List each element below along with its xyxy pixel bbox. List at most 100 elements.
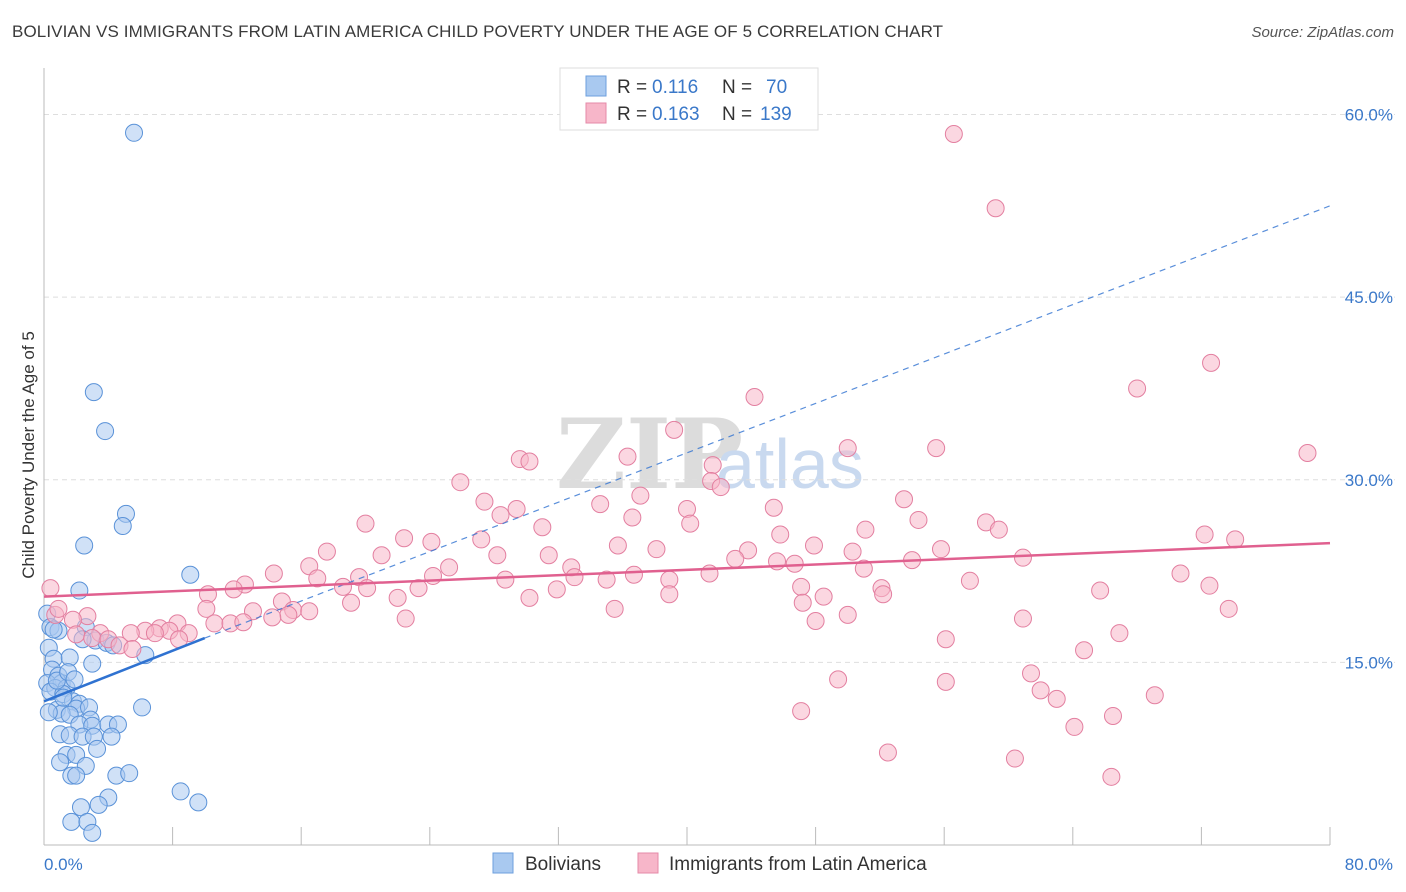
point-immigrants-120 — [936, 630, 955, 649]
point-immigrants-53 — [440, 558, 459, 577]
point-immigrants-126 — [936, 672, 955, 691]
point-immigrants-81 — [520, 588, 539, 607]
point-bolivians-59 — [62, 812, 81, 831]
point-bolivians-61 — [83, 823, 102, 842]
point-bolivians-53 — [120, 764, 139, 783]
point-immigrants-36 — [472, 530, 491, 549]
legend-r-label-2: R = — [617, 104, 647, 125]
point-immigrants-128 — [1145, 686, 1164, 705]
watermark-zip: ZIP — [556, 398, 743, 511]
point-immigrants-4 — [745, 387, 764, 406]
point-immigrants-102 — [63, 610, 82, 629]
point-immigrants-47 — [539, 546, 558, 565]
point-immigrants-10 — [520, 452, 539, 471]
point-immigrants-44 — [317, 542, 336, 561]
point-immigrants-116 — [67, 625, 86, 644]
point-bolivians-55 — [171, 782, 190, 801]
x-tick-label-min: 0.0% — [44, 855, 83, 874]
point-immigrants-42 — [739, 541, 758, 560]
point-immigrants-23 — [491, 506, 510, 525]
point-immigrants-26 — [681, 514, 700, 533]
legend-r-value-2: 0.163 — [652, 104, 700, 125]
point-immigrants-25 — [356, 514, 375, 533]
x-tick-label-max: 80.0% — [1345, 855, 1393, 874]
point-immigrants-80 — [388, 588, 407, 607]
point-bolivians-45 — [102, 727, 121, 746]
point-immigrants-65 — [496, 570, 515, 589]
point-immigrants-83 — [814, 587, 833, 606]
point-immigrants-115 — [1110, 624, 1129, 643]
point-immigrants-122 — [123, 639, 142, 658]
legend-n-value-1: 70 — [766, 77, 787, 98]
point-immigrants-34 — [1226, 530, 1245, 549]
point-immigrants-125 — [829, 670, 848, 689]
legend-r-value-1: 0.116 — [652, 77, 698, 98]
point-immigrants-63 — [1171, 564, 1190, 583]
legend-n-value-2: 139 — [760, 104, 792, 125]
legend-r-label-1: R = — [617, 77, 647, 98]
point-immigrants-104 — [205, 614, 224, 633]
y-tick-label-60: 60.0% — [1345, 106, 1393, 125]
point-immigrants-29 — [533, 518, 552, 537]
bottom-legend-immigrants: Immigrants from Latin America — [669, 854, 927, 875]
point-bolivians-67 — [65, 670, 84, 689]
trend-lines — [43, 205, 1331, 703]
point-immigrants-7 — [927, 439, 946, 458]
point-bolivians-1 — [84, 383, 103, 402]
point-immigrants-124 — [1022, 664, 1041, 683]
point-immigrants-17 — [475, 492, 494, 511]
point-immigrants-38 — [608, 536, 627, 555]
point-immigrants-16 — [631, 486, 650, 505]
point-immigrants-73 — [547, 580, 566, 599]
point-immigrants-45 — [372, 546, 391, 565]
point-immigrants-96 — [838, 605, 857, 624]
point-immigrants-87 — [342, 593, 361, 612]
point-immigrants-33 — [1195, 525, 1214, 544]
point-bolivians-68 — [39, 703, 58, 722]
point-immigrants-15 — [711, 478, 730, 497]
point-immigrants-117 — [83, 629, 102, 648]
point-immigrants-19 — [895, 490, 914, 509]
point-bolivians-6 — [181, 565, 200, 584]
y-tick-label-15: 15.0% — [1345, 653, 1393, 672]
point-immigrants-75 — [792, 577, 811, 596]
legend-swatch-immigrants — [585, 102, 607, 124]
point-bolivians-56 — [89, 795, 108, 814]
tick-labels: 15.0% 30.0% 45.0% 60.0% 0.0% 80.0% — [44, 106, 1393, 874]
point-immigrants-94 — [1219, 599, 1238, 618]
point-immigrants-3 — [1128, 379, 1147, 398]
point-immigrants-95 — [279, 605, 298, 624]
point-bolivians-2 — [96, 422, 115, 441]
point-bolivians-58 — [189, 793, 208, 812]
point-immigrants-5 — [665, 420, 684, 439]
point-immigrants-13 — [451, 473, 470, 492]
source-credit: Source: ZipAtlas.com — [1251, 24, 1394, 41]
point-immigrants-41 — [647, 540, 666, 559]
point-immigrants-92 — [300, 602, 319, 621]
point-immigrants-37 — [422, 532, 441, 551]
point-immigrants-20 — [764, 498, 783, 517]
point-immigrants-48 — [726, 549, 745, 568]
point-immigrants-46 — [488, 546, 507, 565]
bottom-legend-bolivians: Bolivians — [525, 854, 601, 875]
trend-bolivians-extension — [204, 205, 1331, 639]
point-immigrants-32 — [989, 520, 1008, 539]
data-points — [38, 123, 1317, 842]
point-immigrants-127 — [1031, 681, 1050, 700]
point-bolivians-33 — [133, 698, 152, 717]
point-immigrants-82 — [660, 585, 679, 604]
legend-n-label-1: N = — [722, 77, 752, 98]
point-immigrants-49 — [1013, 548, 1032, 567]
point-immigrants-2 — [1202, 353, 1221, 372]
point-immigrants-66 — [597, 570, 616, 589]
point-immigrants-72 — [409, 579, 428, 598]
watermark-atlas: atlas — [716, 425, 864, 503]
point-immigrants-106 — [234, 613, 253, 632]
point-immigrants-1 — [986, 199, 1005, 218]
bottom-swatch-immigrants — [637, 852, 659, 874]
point-bolivians-4 — [113, 517, 132, 536]
point-immigrants-77 — [1200, 576, 1219, 595]
point-immigrants-100 — [1013, 609, 1032, 628]
point-bolivians-0 — [125, 123, 144, 142]
point-immigrants-31 — [771, 525, 790, 544]
